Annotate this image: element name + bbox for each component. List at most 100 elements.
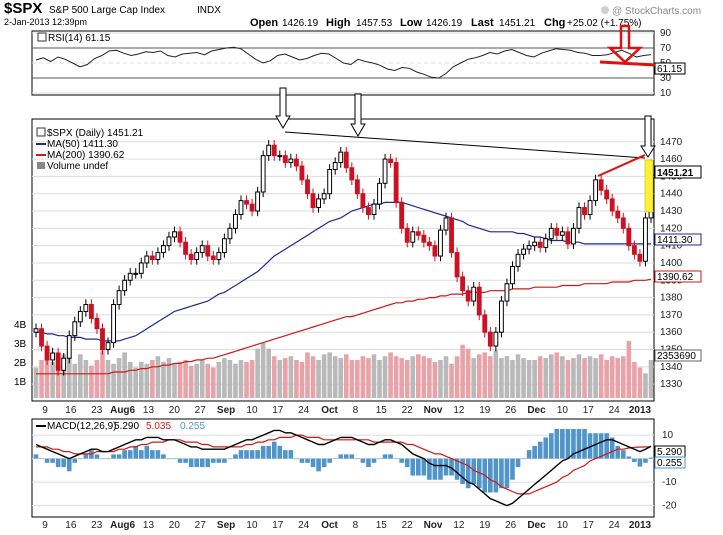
candle-body xyxy=(144,255,150,264)
macd-hist-bar xyxy=(443,458,449,476)
x-tick-label: Aug6 xyxy=(110,405,135,416)
volume-bar xyxy=(499,358,504,398)
volume-bar xyxy=(343,354,349,398)
volume-bar xyxy=(377,360,382,398)
macd-hist-bar xyxy=(598,433,604,459)
macd-hist-bar xyxy=(571,428,576,459)
macd-hist-bar xyxy=(526,450,532,459)
macd-hist-bar xyxy=(427,458,432,480)
x-tick-label: 8 xyxy=(353,405,359,416)
volume-bar xyxy=(515,354,521,398)
x-tick-label: 10 xyxy=(557,405,569,416)
candle-body xyxy=(260,155,266,193)
price-candles xyxy=(33,140,654,376)
candle-body xyxy=(305,179,310,195)
x-tick-label: 17 xyxy=(272,520,284,531)
macd-hist-bar xyxy=(260,445,266,459)
volume-bar xyxy=(144,363,150,398)
candle-body xyxy=(360,193,366,209)
volume-bar xyxy=(72,363,78,398)
x-tick-label: Oct xyxy=(321,405,338,416)
candle-body xyxy=(582,207,587,215)
volume-bar xyxy=(166,358,172,398)
candle-body xyxy=(576,207,582,229)
candle-body xyxy=(249,203,255,212)
x-tick-label: 10 xyxy=(246,405,258,416)
volume-bar xyxy=(83,360,89,398)
macd-hist-bar xyxy=(476,458,482,489)
volume-bar xyxy=(454,356,460,398)
price-tick-label: 1360 xyxy=(660,327,683,338)
macd-axis: 100-10-20 xyxy=(662,430,677,512)
highlight-bar xyxy=(644,159,654,213)
candle-body xyxy=(310,193,316,209)
candle-body xyxy=(72,321,78,337)
macd-hist-bar xyxy=(283,450,288,459)
macd-hist-bar xyxy=(349,454,355,459)
volume-bar xyxy=(305,352,310,398)
macd-hist-bar xyxy=(61,458,67,468)
volume-bar xyxy=(105,360,111,398)
candle-body xyxy=(504,283,510,302)
macd-hist-bar xyxy=(194,458,199,468)
macd-hist-bar xyxy=(227,458,233,460)
price-title: $SPX (Daily) 1451.21 xyxy=(47,128,144,139)
ma200-value-box xyxy=(654,270,702,283)
x-tick-label: 24 xyxy=(298,520,310,531)
volume-bar xyxy=(332,356,338,398)
candle-body xyxy=(338,151,344,164)
volume-bar xyxy=(227,360,233,398)
macd-hist-bar xyxy=(316,458,321,472)
volume-bar xyxy=(205,363,211,398)
volume-bar xyxy=(388,352,393,398)
volume-bar xyxy=(277,360,283,398)
volume-scale-2b: 2B xyxy=(14,358,27,369)
volume-bar xyxy=(548,354,554,398)
price-tick-label: 1330 xyxy=(660,379,683,390)
volume-bar xyxy=(615,358,621,398)
candle-body xyxy=(543,238,549,248)
volume-bar xyxy=(161,361,166,398)
candle-body xyxy=(77,310,83,323)
macd-hist-bar xyxy=(288,450,294,459)
volume-bar xyxy=(609,356,615,398)
macd-hist-bar xyxy=(166,458,172,460)
candle-body xyxy=(244,200,249,205)
x-tick-label: 13 xyxy=(143,405,155,416)
last-price-box xyxy=(654,165,702,179)
candle-body xyxy=(61,357,67,371)
volume-bar xyxy=(111,363,116,398)
candle-body xyxy=(188,253,194,260)
volume-bar xyxy=(50,361,55,398)
ma200-line xyxy=(36,278,652,375)
macd-hist-bar xyxy=(543,437,549,459)
candle-body xyxy=(194,252,200,260)
x-tick-label: 16 xyxy=(65,405,77,416)
macd-hist-bar xyxy=(138,450,144,459)
x-tick-label: 26 xyxy=(505,405,517,416)
volume-bar xyxy=(371,354,377,398)
macd-hist-bar xyxy=(449,458,454,476)
volume-bar xyxy=(255,348,260,398)
macd-hist-bar xyxy=(188,458,194,468)
signal-value: 5.035 xyxy=(146,421,171,432)
volume-bar xyxy=(482,352,488,398)
candle-body xyxy=(637,253,643,262)
x-tick-label: Oct xyxy=(321,520,338,531)
macd-hist-bar xyxy=(172,458,177,460)
macd-hist-bar xyxy=(399,458,404,463)
volume-scale-4b: 4B xyxy=(14,320,27,331)
volume-bar xyxy=(233,363,238,398)
macd-hist-bar xyxy=(105,458,111,460)
macd-hist-bar xyxy=(133,445,139,459)
candle-body xyxy=(498,300,504,333)
macd-hist-bar xyxy=(632,458,637,462)
x-tick-label: 15 xyxy=(376,405,388,416)
volume-bar xyxy=(78,354,83,398)
volume-bar xyxy=(349,360,355,398)
x-tick-label: 20 xyxy=(169,520,181,531)
x-tick-label: 26 xyxy=(505,520,517,531)
macd-hist-bar xyxy=(177,458,183,463)
x-tick-label: Dec xyxy=(527,520,546,531)
